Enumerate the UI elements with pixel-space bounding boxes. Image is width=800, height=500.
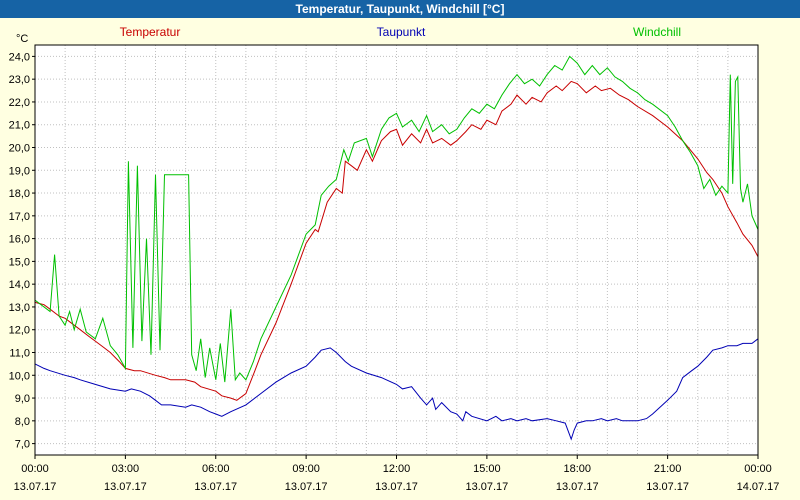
y-tick-label: 15,0 [9,256,30,268]
x-tick-date-label: 13.07.17 [556,481,599,493]
y-tick-label: 16,0 [9,234,30,246]
x-tick-time-label: 03:00 [112,463,140,475]
x-tick-time-label: 21:00 [654,463,682,475]
y-tick-label: 19,0 [9,165,30,177]
y-tick-label: 21,0 [9,120,30,132]
x-tick-time-label: 15:00 [473,463,501,475]
y-tick-label: 17,0 [9,211,30,223]
y-tick-label: 12,0 [9,325,30,337]
y-tick-label: 14,0 [9,279,30,291]
legend-temperatur: Temperatur [119,25,181,39]
y-tick-label: 9,0 [15,393,30,405]
x-tick-time-label: 00:00 [21,463,49,475]
x-tick-date-label: 13.07.17 [375,481,418,493]
x-tick-time-label: 06:00 [202,463,230,475]
x-tick-date-label: 13.07.17 [646,481,689,493]
y-axis-unit-label: °C [16,33,29,45]
y-tick-label: 20,0 [9,143,30,155]
x-tick-date-label: 13.07.17 [104,481,147,493]
series-taupunkt-line [34,338,759,441]
y-tick-label: 7,0 [15,439,30,451]
y-tick-label: 24,0 [9,51,30,63]
x-tick-time-label: 09:00 [292,463,320,475]
y-tick-label: 22,0 [9,97,30,109]
x-tick-time-label: 12:00 [383,463,411,475]
series-windchill-line [34,55,759,383]
x-tick-date-label: 13.07.17 [465,481,508,493]
legend-windchill: Windchill [632,25,682,39]
x-tick-date-label: 13.07.17 [285,481,328,493]
y-tick-label: 11,0 [9,348,30,360]
x-tick-date-label: 13.07.17 [194,481,237,493]
window-title: Temperatur, Taupunkt, Windchill [°C] [0,0,800,18]
y-tick-label: 10,0 [9,370,30,382]
y-tick-label: 13,0 [9,302,30,314]
y-tick-label: 18,0 [9,188,30,200]
x-tick-date-label: 13.07.17 [14,481,57,493]
y-tick-label: 8,0 [15,416,30,428]
legend-taupunkt: Taupunkt [376,25,426,39]
series-temperatur-line [34,80,759,401]
x-tick-date-label: 14.07.17 [737,481,780,493]
y-tick-label: 23,0 [9,74,30,86]
x-tick-time-label: 18:00 [563,463,591,475]
x-tick-time-label: 00:00 [744,463,772,475]
